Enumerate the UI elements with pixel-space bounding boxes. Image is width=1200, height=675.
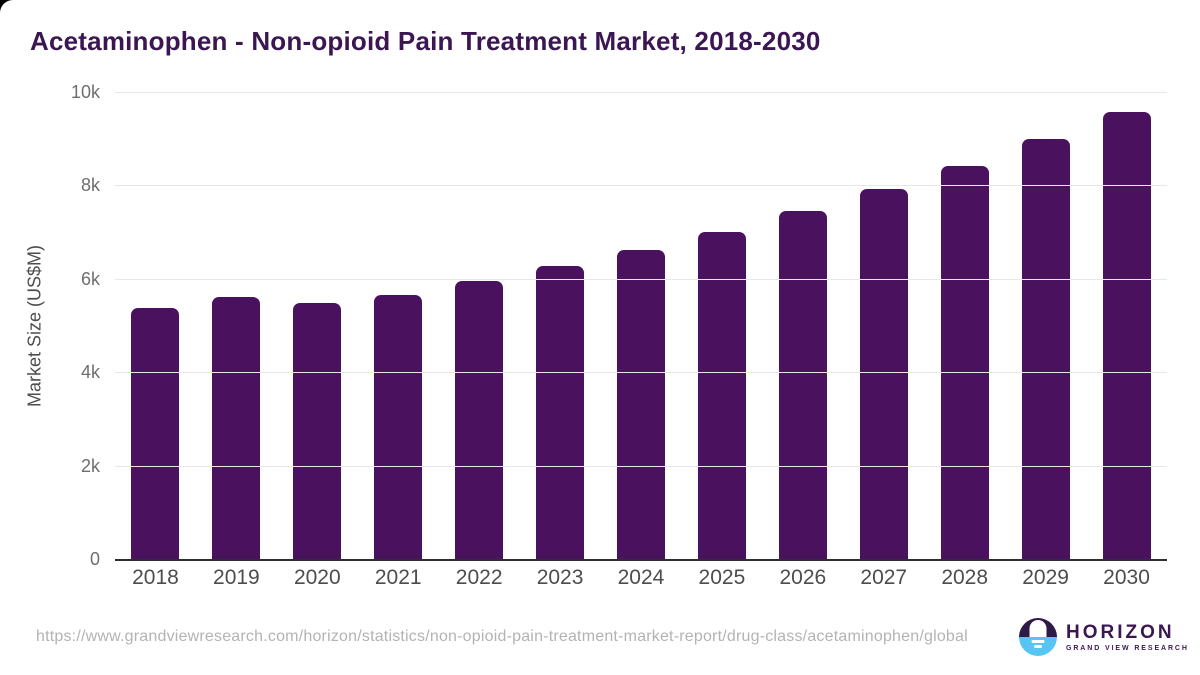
y-tick-label-2k: 2k <box>80 455 100 476</box>
source-url: https://www.grandviewresearch.com/horizo… <box>36 628 968 645</box>
bar-2025 <box>697 231 746 559</box>
bars-row <box>115 92 1167 559</box>
x-tick-label-2025: 2025 <box>698 566 746 589</box>
bar-2026 <box>778 211 827 559</box>
gridline-2k <box>115 465 1167 467</box>
bar-slot-2029 <box>1005 92 1086 559</box>
y-tick-label-0: 0 <box>89 549 100 569</box>
bar-2019 <box>212 297 261 559</box>
logo-sun-icon <box>1029 620 1047 637</box>
x-tick-label-2022: 2022 <box>455 566 503 589</box>
bar-2030 <box>1102 111 1151 559</box>
x-tick-label-2018: 2018 <box>132 566 179 589</box>
chart-title: Acetaminophen - Non-opioid Pain Treatmen… <box>30 26 821 56</box>
bar-slot-2024 <box>601 92 682 559</box>
bar-2024 <box>616 249 665 559</box>
bar-2023 <box>536 266 585 559</box>
horizon-logo-icon <box>1019 618 1057 656</box>
gridline-4k <box>115 372 1167 374</box>
x-tick-label-2019: 2019 <box>213 566 260 589</box>
horizon-logo: HORIZON GRAND VIEW RESEARCH <box>1019 618 1189 656</box>
x-tick-label-2021: 2021 <box>374 566 422 589</box>
gridline-6k <box>115 278 1167 280</box>
x-axis-labels: 2018 2019 2020 2021 2022 2023 2024 2025 2026 2027… <box>115 566 1167 590</box>
bar-slot-2020 <box>277 92 358 559</box>
x-tick-label-2029: 2029 <box>1022 566 1069 589</box>
x-tick-label-2030: 2030 <box>1103 566 1150 589</box>
y-tick-label-10k: 10k <box>70 82 100 102</box>
x-tick-label-2027: 2027 <box>860 566 908 589</box>
x-tick-label-2023: 2023 <box>536 566 584 589</box>
bar-slot-2026 <box>762 92 843 559</box>
x-tick-label-2020: 2020 <box>293 566 341 589</box>
bar-slot-2023 <box>520 92 601 559</box>
bar-slot-2030 <box>1086 92 1167 559</box>
plot-area <box>115 92 1167 561</box>
logo-name: HORIZON <box>1066 621 1175 643</box>
bar-slot-2027 <box>843 92 924 559</box>
bar-2021 <box>374 295 423 559</box>
y-tick-label-4k: 4k <box>80 362 100 383</box>
x-tick-label-2028: 2028 <box>941 566 989 589</box>
bar-2029 <box>1021 139 1070 559</box>
y-axis-title: Market Size (US$M) <box>24 244 45 407</box>
bar-slot-2018 <box>115 92 196 559</box>
bar-slot-2021 <box>358 92 439 559</box>
bar-slot-2022 <box>439 92 520 559</box>
y-tick-label-8k: 8k <box>80 175 100 196</box>
x-tick-label-2026: 2026 <box>779 566 827 589</box>
gridline-10k <box>115 92 1167 93</box>
bar-2027 <box>859 189 908 559</box>
bar-slot-2025 <box>681 92 762 559</box>
logo-reflection-line <box>1034 645 1042 648</box>
y-tick-label-6k: 6k <box>80 268 100 289</box>
logo-subtitle: GRAND VIEW RESEARCH <box>1066 644 1189 652</box>
logo-reflection-line <box>1031 640 1045 643</box>
bar-slot-2028 <box>924 92 1005 559</box>
bar-2020 <box>293 303 342 559</box>
bar-2028 <box>940 166 989 559</box>
screenshot-corner-artifact <box>0 0 26 26</box>
logo-text: HORIZON GRAND VIEW RESEARCH <box>1066 623 1189 652</box>
gridline-8k <box>115 185 1167 187</box>
bar-slot-2019 <box>196 92 277 559</box>
bar-2022 <box>455 280 504 559</box>
bar-2018 <box>131 308 180 559</box>
x-tick-label-2024: 2024 <box>617 566 665 589</box>
